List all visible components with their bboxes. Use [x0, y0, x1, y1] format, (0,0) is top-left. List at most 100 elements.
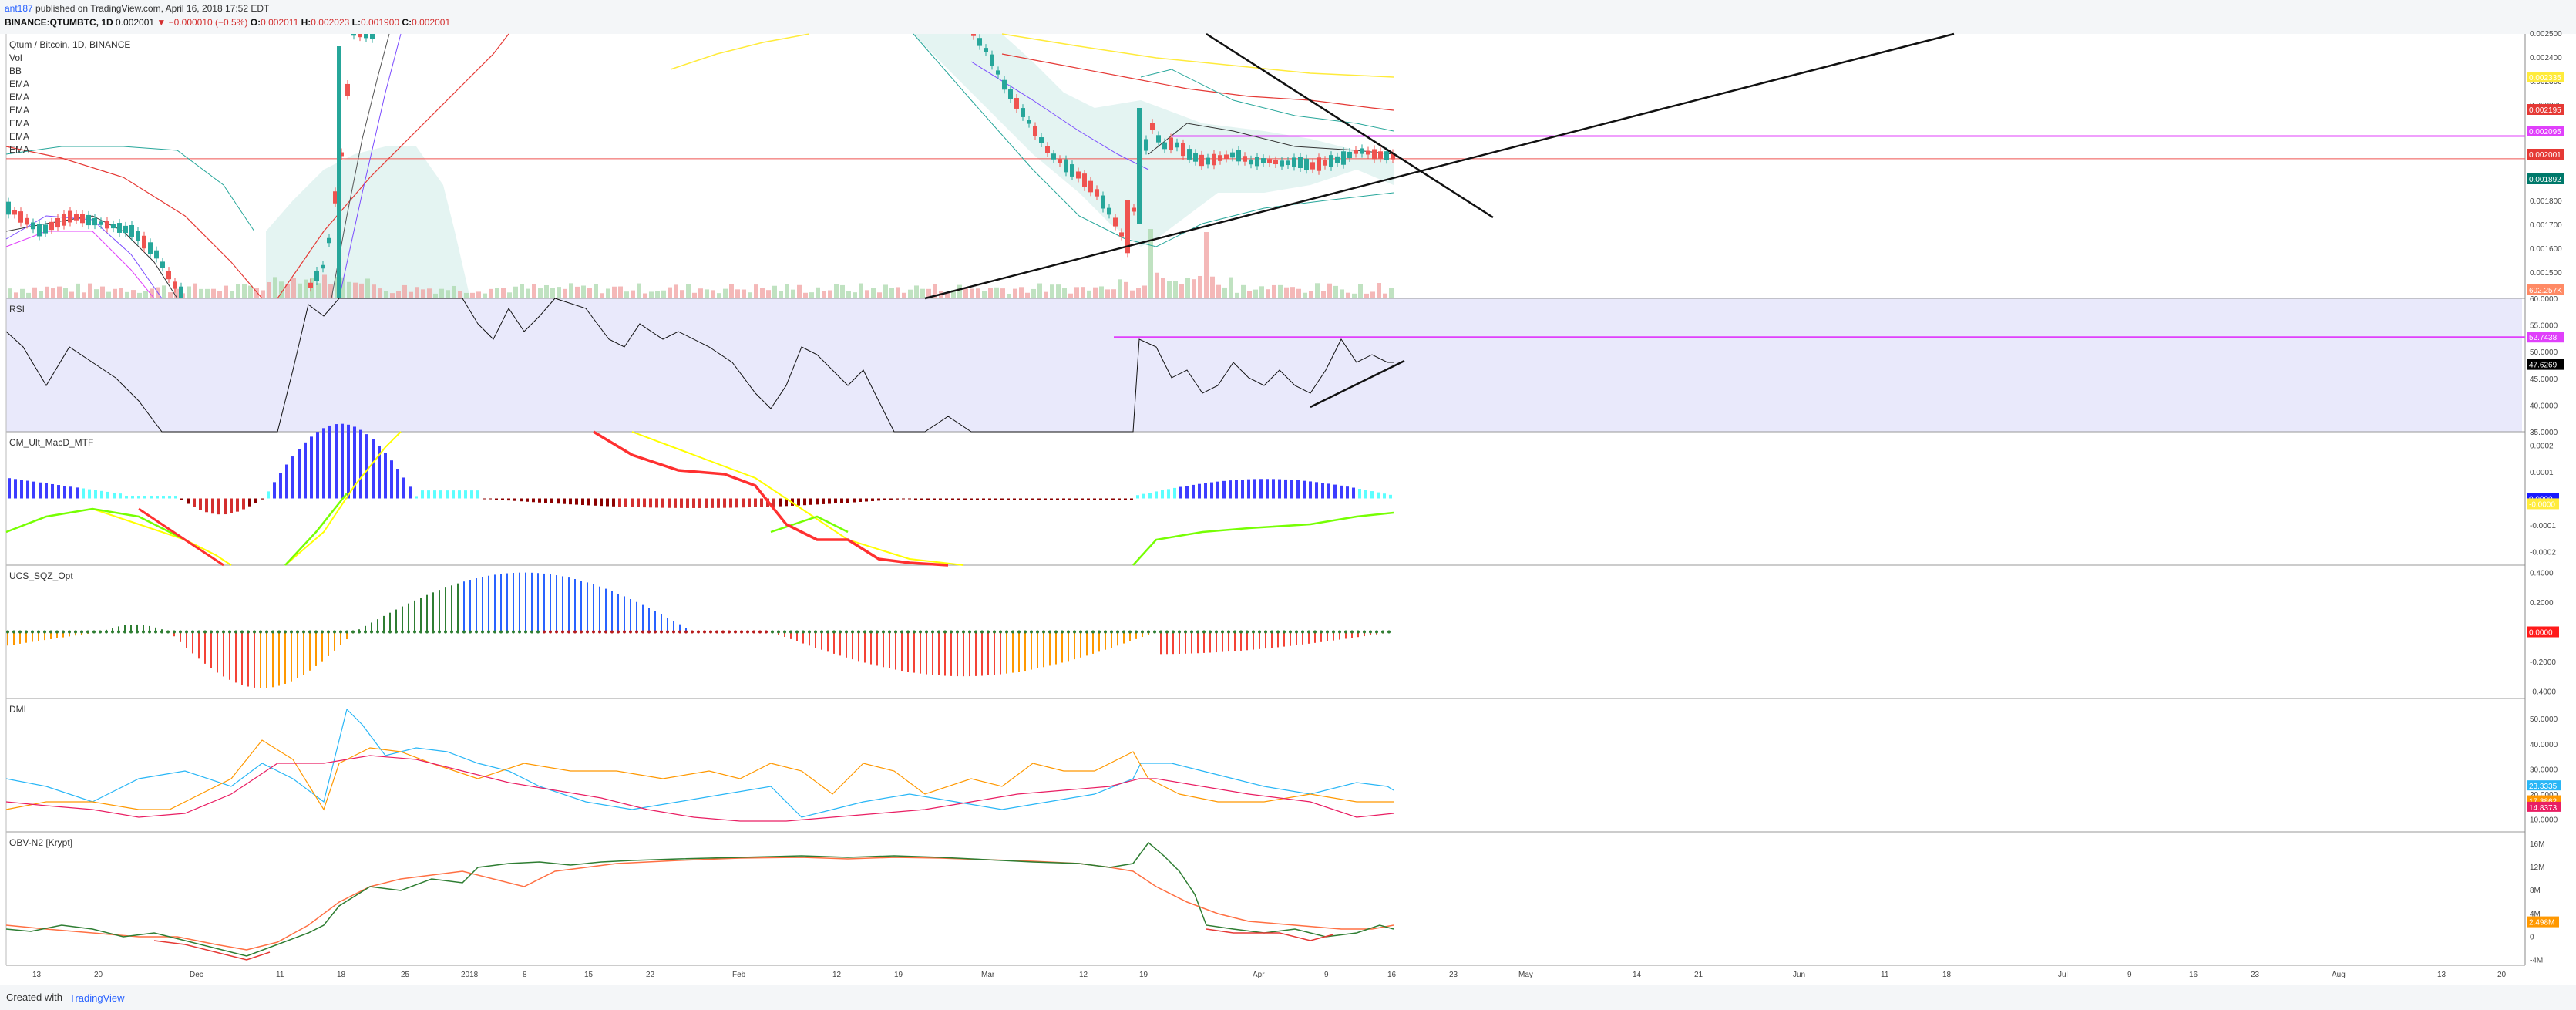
- volume-bar: [187, 286, 191, 298]
- obv-axis-tick-label: 4M: [2530, 910, 2541, 918]
- candle-body: [1267, 159, 1272, 163]
- volume-bar: [902, 292, 906, 298]
- volume-bar: [230, 291, 234, 298]
- volume-bar: [1093, 287, 1098, 298]
- volume-bar: [1142, 285, 1147, 298]
- sqz-dot: [641, 630, 644, 634]
- tradingview-logo[interactable]: TradingView: [69, 992, 125, 1004]
- volume-bar: [908, 289, 913, 298]
- candle-body: [1169, 137, 1173, 150]
- candle-body: [25, 217, 29, 225]
- candle-body: [123, 225, 128, 234]
- candle-body: [321, 264, 325, 269]
- candle-body: [1212, 153, 1216, 166]
- volume-bar: [1161, 278, 1165, 298]
- volume-bar: [1025, 292, 1030, 298]
- rsi-pane-title: RSI: [9, 304, 25, 315]
- volume-bar: [131, 290, 136, 298]
- macd-histogram-bar: [8, 478, 11, 499]
- sqz-dot: [358, 630, 361, 634]
- sqz-dot: [789, 630, 792, 634]
- candle-body: [1150, 123, 1155, 130]
- dmi-pane-title: DMI: [9, 704, 26, 715]
- candle-body: [1156, 135, 1161, 143]
- price-tag-label: 0.002195: [2529, 106, 2561, 115]
- price-tag-bg: [2527, 104, 2564, 115]
- ema-line-magenta: [5, 231, 155, 299]
- macd-histogram-bar: [624, 498, 627, 507]
- macd-histogram-bar: [779, 498, 782, 507]
- macd-histogram-bar: [612, 498, 615, 507]
- time-axis-tick-label: 23: [2251, 971, 2260, 979]
- candle-body: [55, 217, 60, 228]
- macd-histogram-bar: [1068, 498, 1071, 500]
- time-axis-tick-label: 25: [401, 971, 410, 979]
- candle-body: [68, 210, 72, 223]
- macd-histogram-bar: [1173, 487, 1176, 499]
- ema-line-red: [277, 33, 509, 299]
- volume-bar: [809, 292, 814, 298]
- volume-bar: [822, 291, 826, 298]
- price-tag-label: 602.257K: [2529, 287, 2562, 295]
- volume-bar: [489, 288, 493, 298]
- sqz-dot: [1295, 630, 1298, 634]
- sqz-dot: [425, 630, 429, 634]
- candle-body: [1372, 149, 1377, 160]
- volume-bar: [39, 291, 43, 298]
- macd-axis-tick-label: -0.0001: [2530, 522, 2556, 530]
- volume-bar: [1081, 287, 1085, 298]
- sqz-dot: [475, 630, 478, 634]
- macd-histogram-bar: [920, 498, 923, 500]
- dmi-tag-label: 14.8373: [2529, 804, 2558, 813]
- volume-bar: [51, 288, 55, 298]
- macd-histogram-bar: [1056, 498, 1059, 500]
- sqz-dot: [678, 630, 681, 634]
- sqz-dot: [1357, 630, 1360, 634]
- sqz-dot: [734, 630, 737, 634]
- macd-histogram-bar: [421, 490, 424, 499]
- volume-bar: [476, 291, 481, 298]
- macd-histogram-bar: [1266, 479, 1269, 499]
- volume-bar: [569, 283, 573, 298]
- time-axis-tick-label: May: [1518, 971, 1533, 979]
- sqz-dot: [1289, 630, 1292, 634]
- volume-bar: [1327, 283, 1332, 298]
- volume-bar: [69, 291, 74, 298]
- candle-body: [1175, 142, 1179, 148]
- macd-histogram-bar: [1087, 498, 1090, 500]
- volume-bar: [1216, 284, 1221, 298]
- sqz-dot: [919, 630, 922, 634]
- obv-line: [5, 841, 1394, 957]
- volume-bar: [587, 288, 592, 298]
- volume-bar: [846, 291, 851, 298]
- sqz-dot: [894, 630, 897, 634]
- candle-body: [1360, 148, 1364, 154]
- candle-body: [179, 286, 183, 298]
- candle-body: [1335, 156, 1340, 163]
- macd-histogram-bar: [69, 486, 72, 499]
- sqz-dot: [487, 630, 490, 634]
- macd-histogram-bar: [273, 482, 276, 499]
- sqz-dot: [43, 630, 46, 634]
- dmi-axis-tick-label: 20.0000: [2530, 791, 2558, 800]
- volume-bar: [1198, 275, 1202, 298]
- macd-histogram-bar: [772, 498, 775, 507]
- volume-bar: [859, 283, 863, 298]
- candle-body: [1064, 159, 1068, 173]
- macd-histogram-bar: [1155, 491, 1158, 499]
- sqz-dot: [980, 630, 984, 634]
- volume-bar: [1352, 293, 1357, 298]
- chart-canvas[interactable]: 13 20 Dec 11 18 25 2018 8 15 22 Feb 12 19 Mar 12 19 Apr 9…: [0, 0, 2576, 985]
- author-link[interactable]: ant187: [5, 3, 33, 14]
- sqz-dot: [1098, 630, 1101, 634]
- macd-histogram-bar: [1019, 498, 1022, 500]
- macd-histogram-bar: [464, 490, 467, 499]
- macd-histogram-bar: [816, 498, 819, 505]
- sqz-dot: [1332, 630, 1335, 634]
- bollinger-band-line: [5, 146, 255, 232]
- macd-histogram-bar: [945, 498, 948, 500]
- sqz-dot: [1091, 630, 1095, 634]
- ema-line-purple: [970, 61, 1149, 170]
- volume-bar: [1222, 287, 1227, 298]
- candle-body: [1354, 150, 1358, 154]
